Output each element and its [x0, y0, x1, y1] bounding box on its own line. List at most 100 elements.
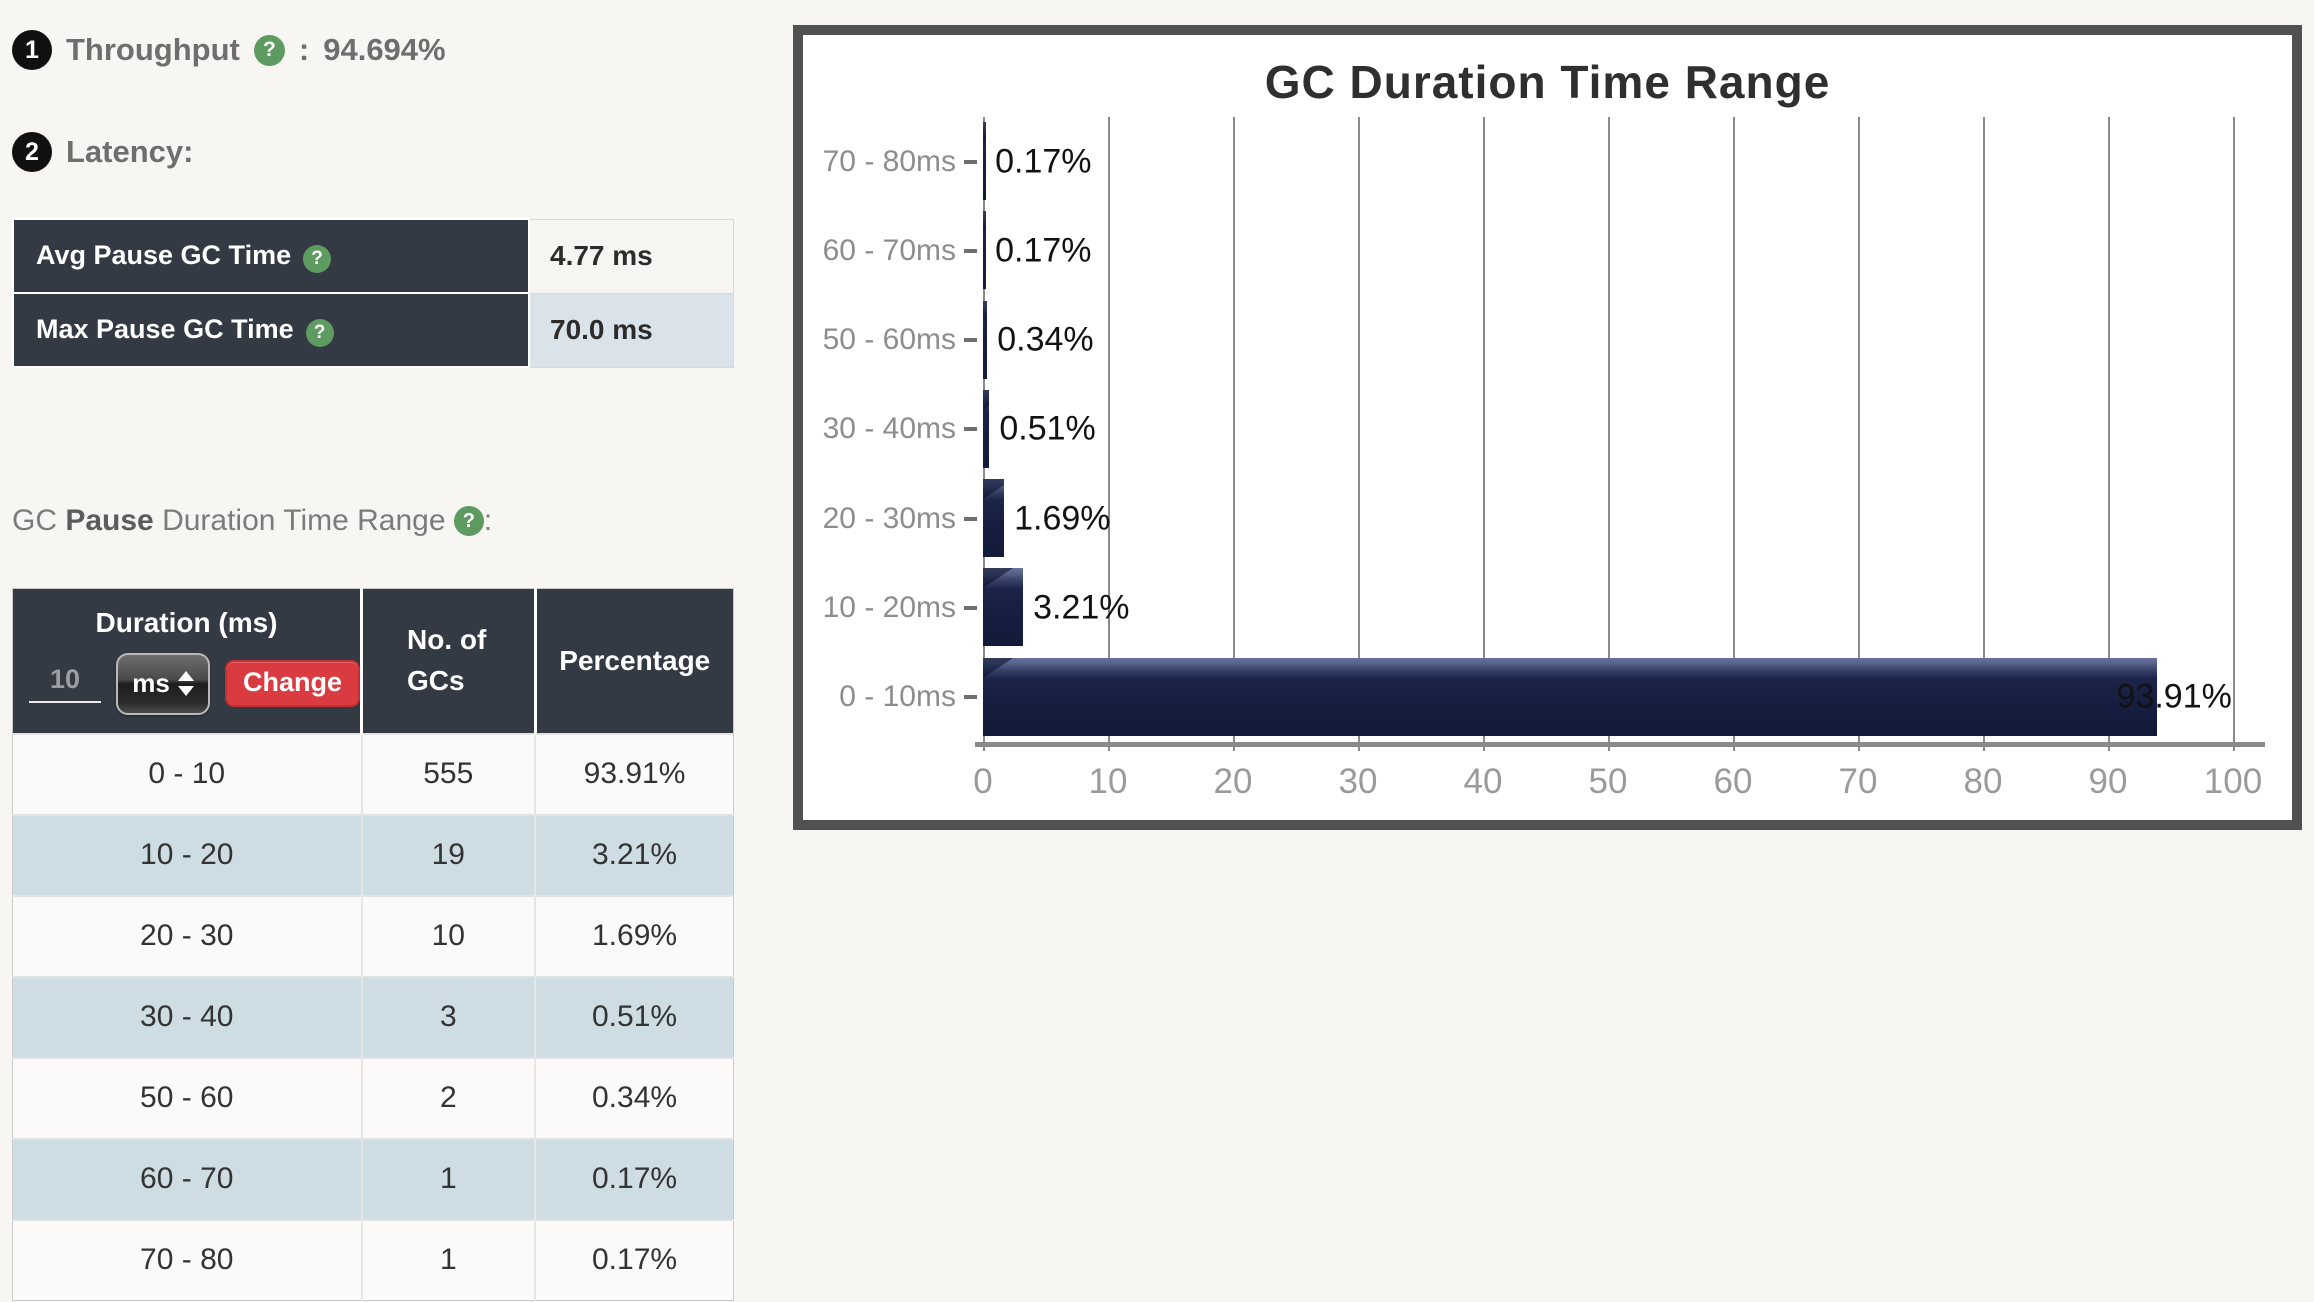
- bar-value-label: 0.34%: [997, 320, 1094, 359]
- chart-category-row: 0 - 10ms 93.91%: [839, 653, 2233, 742]
- metric-help-icon[interactable]: ?: [305, 318, 334, 347]
- percentage-cell: 0.51%: [534, 975, 734, 1058]
- chart-category-row: 10 - 20ms 3.21%: [823, 563, 2233, 652]
- gridline: [1983, 117, 1985, 751]
- chart-category-row: 60 - 70ms 0.17%: [823, 206, 2233, 295]
- metric-help-icon[interactable]: ?: [303, 244, 332, 273]
- gridline: [1233, 117, 1235, 751]
- y-axis-category-label: 10 - 20ms: [822, 591, 956, 625]
- gridline: [1608, 117, 1610, 751]
- duration-input[interactable]: [29, 664, 101, 704]
- gridline: [1358, 117, 1360, 751]
- bar-value-label: 0.51%: [999, 409, 1096, 448]
- duration-column-header: Duration (ms) ms Change: [12, 588, 362, 734]
- gcs-column-header: No. of GCs: [360, 588, 536, 734]
- gc-count-cell: 1: [360, 1137, 536, 1220]
- gc-count-cell: 3: [360, 975, 536, 1058]
- y-axis-category-label: 60 - 70ms: [822, 233, 956, 267]
- bar: [983, 211, 986, 290]
- y-axis-category-label: 30 - 40ms: [822, 412, 956, 446]
- y-axis-tick: [964, 248, 977, 253]
- throughput-help-icon[interactable]: ?: [253, 34, 285, 66]
- bar: [983, 479, 1005, 558]
- percentage-cell: 93.91%: [534, 732, 734, 815]
- duration-table-row: 10 - 20 19 3.21%: [12, 813, 734, 896]
- duration-table: Duration (ms) ms Change No. of GCs Perce…: [12, 588, 734, 1301]
- throughput-colon: :: [298, 32, 310, 67]
- section-1-badge: 1: [12, 30, 52, 70]
- duration-table-row: 60 - 70 1 0.17%: [12, 1137, 734, 1220]
- y-axis-category-label: 70 - 80ms: [822, 144, 956, 178]
- select-stepper-arrows-icon: [177, 671, 194, 697]
- y-axis-tick: [964, 159, 977, 164]
- duration-table-row: 50 - 60 2 0.34%: [12, 1056, 734, 1139]
- bar-value-label: 3.21%: [1033, 588, 1130, 627]
- duration-range-cell: 30 - 40: [12, 975, 362, 1058]
- duration-help-icon[interactable]: ?: [453, 506, 484, 536]
- bar: [983, 300, 988, 379]
- x-axis-tick-label: 80: [1963, 762, 2003, 801]
- x-axis-tick-label: 90: [2088, 762, 2128, 801]
- x-axis-tick-label: 30: [1338, 762, 1378, 801]
- y-axis-tick: [964, 516, 977, 521]
- throughput-value: 94.694%: [323, 32, 446, 67]
- percentage-cell: 0.34%: [534, 1056, 734, 1139]
- heading-prefix: GC: [12, 504, 66, 537]
- gridline: [1108, 117, 1110, 751]
- heading-colon: :: [483, 504, 493, 537]
- change-button[interactable]: Change: [225, 660, 361, 708]
- bar-value-label: 0.17%: [995, 142, 1092, 181]
- latency-metric-value: 70.0 ms: [528, 292, 734, 368]
- bar-value-label: 93.91%: [2116, 677, 2232, 716]
- x-axis-tick-label: 0: [973, 762, 993, 801]
- latency-metric-label: Max Pause GC Time?: [12, 292, 530, 368]
- bar: [983, 657, 2157, 736]
- duration-range-cell: 10 - 20: [12, 813, 362, 896]
- gc-count-cell: 2: [360, 1056, 536, 1139]
- latency-metric-label: Avg Pause GC Time?: [12, 218, 530, 294]
- y-axis-tick: [964, 606, 977, 611]
- duration-range-cell: 60 - 70: [12, 1137, 362, 1220]
- bar: [983, 568, 1024, 647]
- chart-category-row: 30 - 40ms 0.51%: [823, 385, 2233, 474]
- heading-bold: Pause: [65, 504, 154, 537]
- chart-plot-area: 0 10 20 30 40 50 60 70 80 90 100 70 - 80ms 0.17% 60 -…: [823, 117, 2265, 801]
- gc-duration-chart: GC Duration Time Range 0 10 20 30 40 50 60 70 80…: [793, 25, 2302, 830]
- throughput-section: 1 Throughput ? : 94.694%: [12, 30, 446, 70]
- chart-title: GC Duration Time Range: [1264, 56, 1831, 108]
- percentage-column-header: Percentage: [533, 588, 734, 734]
- unit-select-value: ms: [132, 668, 170, 699]
- x-axis-tick-label: 40: [1463, 762, 1503, 801]
- gridline: [1733, 117, 1735, 751]
- duration-range-cell: 0 - 10: [12, 732, 362, 815]
- chart-category-row: 70 - 80ms 0.17%: [823, 117, 2233, 206]
- gridline: [1858, 117, 1860, 751]
- duration-range-cell: 70 - 80: [12, 1218, 362, 1301]
- latency-row: Avg Pause GC Time? 4.77 ms: [12, 218, 734, 294]
- duration-table-row: 30 - 40 3 0.51%: [12, 975, 734, 1058]
- gc-count-cell: 1: [360, 1218, 536, 1301]
- latency-row: Max Pause GC Time? 70.0 ms: [12, 292, 734, 368]
- chart-category-row: 50 - 60ms 0.34%: [823, 296, 2233, 385]
- percentage-cell: 0.17%: [534, 1137, 734, 1220]
- chart-category-row: 20 - 30ms 1.69%: [823, 474, 2233, 563]
- x-axis-baseline: [975, 742, 2265, 747]
- y-axis-category-label: 50 - 60ms: [822, 323, 956, 357]
- x-axis-tick-label: 50: [1588, 762, 1628, 801]
- x-axis-tick-label: 100: [2203, 762, 2263, 801]
- gc-count-cell: 19: [360, 813, 536, 896]
- duration-table-row: 0 - 10 555 93.91%: [12, 732, 734, 815]
- bar-value-label: 0.17%: [995, 231, 1092, 270]
- latency-label: Latency:: [66, 134, 194, 169]
- percentage-cell: 3.21%: [534, 813, 734, 896]
- throughput-label: Throughput: [66, 32, 240, 67]
- gridline: [2233, 117, 2235, 751]
- y-axis-category-label: 0 - 10ms: [839, 680, 956, 714]
- gc-count-cell: 10: [360, 894, 536, 977]
- bar: [983, 122, 986, 200]
- unit-select[interactable]: ms: [116, 652, 210, 715]
- heading-rest: Duration Time Range: [153, 504, 454, 537]
- duration-range-cell: 20 - 30: [12, 894, 362, 977]
- duration-column-title: Duration (ms): [95, 606, 278, 638]
